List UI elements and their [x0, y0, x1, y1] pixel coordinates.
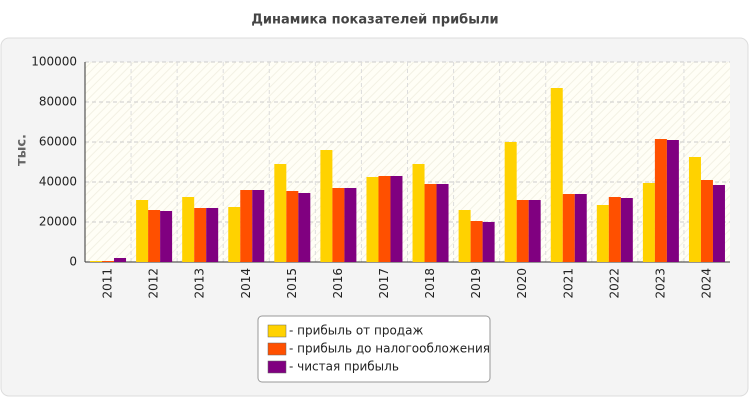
x-tick-label: 2021 — [561, 268, 575, 299]
y-tick-label: 0 — [69, 255, 77, 269]
x-tick-label: 2013 — [193, 268, 207, 299]
bar — [298, 193, 311, 262]
bar — [390, 176, 403, 262]
bar — [378, 176, 391, 262]
bar — [620, 198, 633, 262]
bar — [366, 177, 379, 262]
x-tick-label: 2012 — [147, 268, 161, 299]
bar — [642, 183, 655, 262]
bar — [504, 142, 517, 262]
bar — [458, 210, 471, 262]
chart-title: Динамика показателей прибыли — [251, 13, 498, 28]
bar — [436, 184, 449, 262]
bar — [424, 184, 437, 262]
bar — [320, 150, 333, 262]
x-tick-label: 2016 — [331, 268, 345, 299]
legend-label: - чистая прибыль — [289, 360, 399, 374]
y-tick-label: 20000 — [39, 215, 77, 229]
legend-swatch — [267, 324, 287, 338]
bar — [516, 200, 529, 262]
bar — [482, 222, 495, 262]
bar — [550, 88, 563, 262]
bar — [412, 164, 425, 262]
y-tick-label: 80000 — [39, 95, 77, 109]
legend-swatch — [267, 342, 287, 356]
x-tick-label: 2011 — [101, 268, 115, 299]
bar — [194, 208, 207, 262]
bar — [240, 190, 253, 262]
bar — [286, 191, 299, 262]
y-tick-label: 40000 — [39, 175, 77, 189]
legend-label: - прибыль от продаж — [289, 324, 423, 338]
x-tick-label: 2020 — [515, 268, 529, 299]
bar — [470, 221, 483, 262]
x-tick-label: 2022 — [607, 268, 621, 299]
x-tick-label: 2015 — [285, 268, 299, 299]
bar — [688, 157, 701, 262]
bar — [274, 164, 287, 262]
bar — [160, 211, 173, 262]
bar — [252, 190, 265, 262]
bar — [148, 210, 161, 262]
bar — [574, 194, 587, 262]
legend-label: - прибыль до налогообложения — [289, 342, 490, 356]
bar — [90, 261, 103, 262]
x-tick-label: 2018 — [423, 268, 437, 299]
bar — [114, 258, 127, 262]
bar — [608, 197, 621, 262]
y-axis-label: тыс. — [15, 134, 30, 166]
bar — [596, 205, 609, 262]
bar — [344, 188, 357, 262]
bar — [102, 261, 115, 262]
x-tick-label: 2019 — [469, 268, 483, 299]
x-tick-label: 2023 — [653, 268, 667, 299]
legend-swatch — [267, 360, 287, 374]
bar — [654, 139, 667, 262]
x-tick-label: 2017 — [377, 268, 391, 299]
bar — [228, 207, 241, 262]
bar — [666, 140, 679, 262]
bar — [136, 200, 149, 262]
bar — [206, 208, 219, 262]
legend — [257, 315, 491, 383]
bar — [700, 180, 713, 262]
bar — [182, 197, 195, 262]
bar — [712, 185, 725, 262]
bar — [562, 194, 575, 262]
bar — [528, 200, 541, 262]
x-tick-label: 2014 — [239, 268, 253, 299]
y-tick-label: 100000 — [31, 55, 77, 69]
x-tick-label: 2024 — [699, 268, 713, 299]
bar — [332, 188, 345, 262]
y-tick-label: 60000 — [39, 135, 77, 149]
